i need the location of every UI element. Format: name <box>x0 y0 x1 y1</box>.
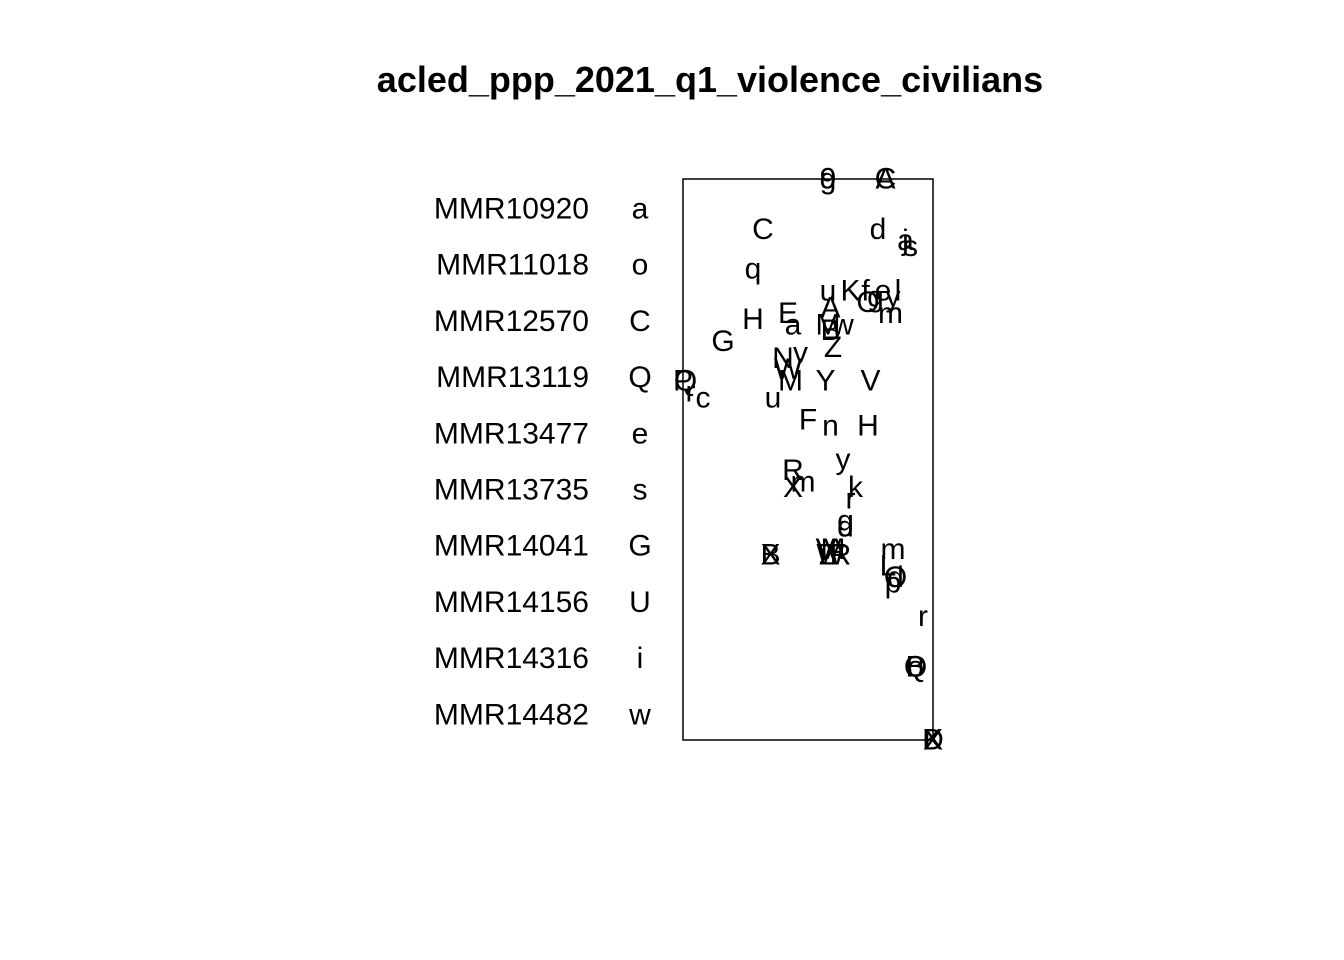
data-point: M <box>816 308 841 341</box>
data-point: a <box>785 308 802 341</box>
data-point: 9 <box>820 163 837 196</box>
data-point: j <box>901 224 909 257</box>
data-point: y <box>836 443 851 476</box>
data-point: r <box>686 376 696 409</box>
legend-code: MMR14482 <box>434 698 589 731</box>
data-point: c <box>696 381 711 414</box>
data-point: A <box>825 533 845 566</box>
legend-symbol: G <box>628 530 651 563</box>
plot-box <box>682 178 934 741</box>
data-point: Q <box>904 651 927 684</box>
data-point: k <box>848 471 864 504</box>
data-point: u <box>765 381 782 414</box>
data-point: C <box>875 163 897 196</box>
legend-code: MMR13477 <box>434 417 589 450</box>
data-point: y <box>886 280 901 313</box>
data-point: r <box>846 482 856 515</box>
data-point: Z <box>824 331 842 364</box>
data-point: X <box>783 471 803 504</box>
data-point: d <box>870 213 887 246</box>
data-point: B <box>820 314 840 347</box>
data-point: R <box>830 538 852 571</box>
data-point: v <box>793 336 808 369</box>
legend-symbol: a <box>632 193 649 226</box>
data-point: C <box>752 213 774 246</box>
data-point: R <box>782 454 804 487</box>
data-point: L <box>880 550 897 583</box>
data-point: e <box>875 275 892 308</box>
data-point: q <box>745 252 762 285</box>
data-point: m <box>791 465 816 498</box>
data-point: E <box>778 297 798 330</box>
data-point: f <box>861 275 870 308</box>
data-point: M <box>778 365 803 398</box>
data-point: r <box>918 600 928 633</box>
chart-title: acled_ppp_2021_q1_violence_civilians <box>377 59 1043 100</box>
legend-symbol: Q <box>628 361 651 394</box>
legend-code: MMR13119 <box>436 361 589 394</box>
legend-code: MMR14041 <box>434 530 589 563</box>
data-point: a <box>897 224 914 257</box>
data-point: A <box>820 292 840 325</box>
legend-symbol: C <box>629 305 651 338</box>
data-point: s <box>903 230 918 263</box>
data-point: u <box>820 275 837 308</box>
data-point: O <box>884 561 907 594</box>
data-point: K <box>923 724 943 757</box>
data-point: A <box>875 163 895 196</box>
data-point: B <box>905 651 925 684</box>
data-point: g <box>820 163 837 196</box>
legend-symbol: s <box>633 474 648 507</box>
legend: MMR10920 a MMR11018 o MMR12570 C MMR13119 Q MMR1… <box>434 193 652 732</box>
legend-symbol: w <box>628 698 651 731</box>
legend-code: MMR14316 <box>434 642 589 675</box>
data-point: N <box>772 342 794 375</box>
data-point: B <box>760 538 780 571</box>
data-point: d <box>837 510 854 543</box>
data-point: Z <box>819 538 837 571</box>
data-point: m <box>881 533 906 566</box>
data-point: X <box>760 538 780 571</box>
data-point: D <box>922 724 944 757</box>
legend-symbol: U <box>629 586 651 619</box>
legend-code: MMR13735 <box>434 474 589 507</box>
data-point: g <box>837 505 854 538</box>
data-point: X <box>923 724 943 757</box>
legend-code: MMR14156 <box>434 586 589 619</box>
legend-symbol: o <box>632 249 649 282</box>
data-point: K <box>840 275 860 308</box>
data-point: l <box>895 275 902 308</box>
data-point: M <box>821 533 846 566</box>
data-point: m <box>878 297 903 330</box>
data-point: w <box>831 308 854 341</box>
data-point: p <box>885 566 902 599</box>
data-point: P <box>673 365 693 398</box>
legend-code: MMR12570 <box>434 305 589 338</box>
data-point: V <box>860 365 880 398</box>
data-point: V <box>815 533 835 566</box>
legend-code: MMR11018 <box>436 249 589 282</box>
data-point: G <box>711 325 734 358</box>
data-point: Y <box>815 365 835 398</box>
legend-code: MMR10920 <box>434 193 589 226</box>
data-point: F <box>799 404 817 437</box>
data-point: n <box>822 409 839 442</box>
legend-symbol: e <box>632 417 649 450</box>
data-point: d <box>887 561 904 594</box>
data-point: H <box>742 303 764 336</box>
data-point: H <box>857 409 879 442</box>
data-point: o <box>907 651 924 684</box>
data-point: W <box>774 353 803 386</box>
legend-symbol: i <box>637 642 644 675</box>
data-point: W <box>816 538 845 571</box>
data-point: O <box>856 286 879 319</box>
data-point: Q <box>674 365 697 398</box>
data-point: g <box>867 280 884 313</box>
